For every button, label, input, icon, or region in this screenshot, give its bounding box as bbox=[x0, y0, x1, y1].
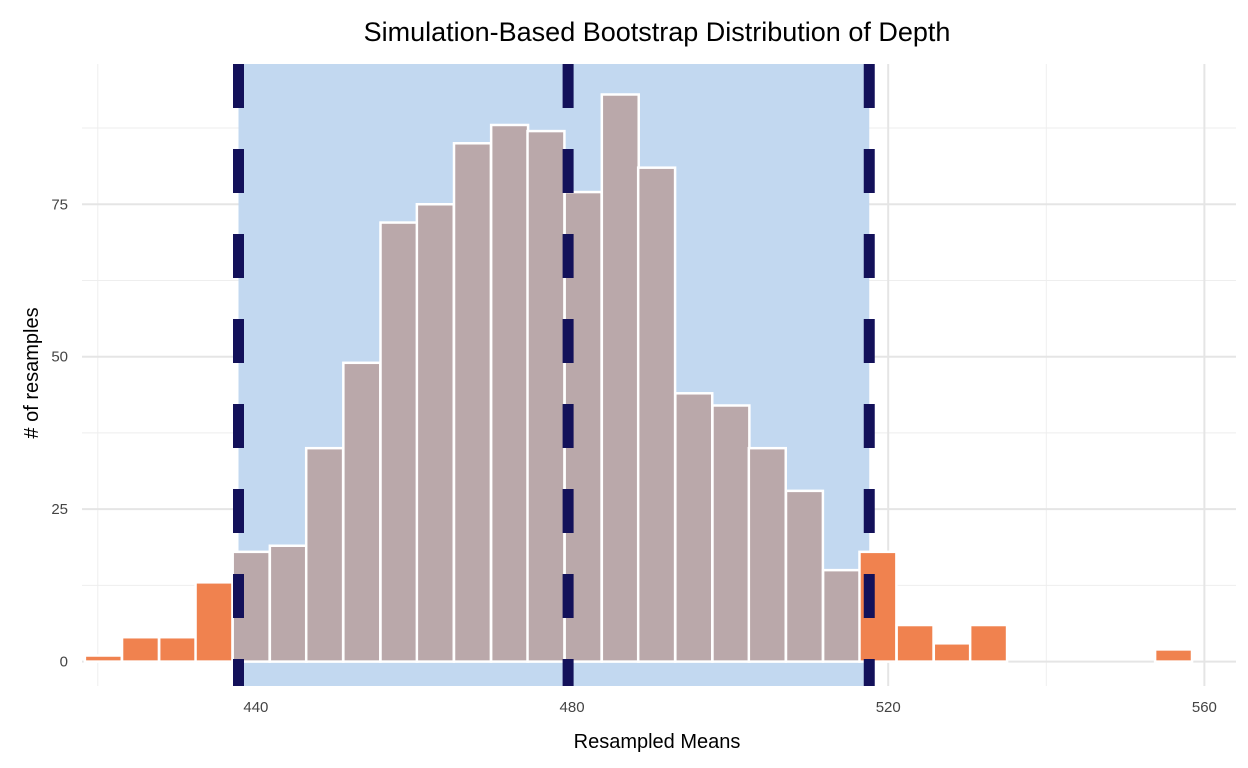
histogram-bar bbox=[452, 142, 493, 663]
histogram-bar bbox=[489, 123, 530, 663]
vline-layer bbox=[233, 64, 875, 686]
histogram-bar bbox=[415, 203, 456, 663]
histogram-bar bbox=[747, 446, 787, 663]
histogram-bar bbox=[968, 623, 1009, 663]
histogram-bar bbox=[600, 93, 640, 663]
histogram-bar bbox=[636, 166, 677, 663]
x-tick-label: 520 bbox=[876, 699, 901, 716]
histogram-bar bbox=[1153, 648, 1194, 663]
histogram-bar bbox=[858, 550, 898, 663]
histogram-bar bbox=[379, 221, 419, 663]
y-tick-label: 75 bbox=[51, 196, 68, 213]
histogram-bar bbox=[120, 635, 161, 663]
y-axis-title: # of resamples bbox=[21, 307, 43, 438]
histogram-bar bbox=[304, 446, 345, 663]
histogram-bar bbox=[268, 544, 309, 663]
histogram-bar bbox=[342, 361, 382, 663]
histogram-bar bbox=[157, 635, 198, 663]
histogram-bar bbox=[711, 404, 751, 663]
histogram-bar bbox=[895, 623, 935, 663]
histogram-bar bbox=[83, 654, 124, 663]
y-tick-label: 25 bbox=[51, 501, 68, 518]
histogram-bar bbox=[932, 642, 972, 663]
x-tick-label: 560 bbox=[1192, 699, 1217, 716]
histogram-bar bbox=[194, 581, 234, 663]
histogram-bar bbox=[821, 568, 862, 663]
chart-title: Simulation-Based Bootstrap Distribution … bbox=[364, 17, 951, 47]
x-tick-label: 440 bbox=[243, 699, 268, 716]
histogram-bar bbox=[674, 392, 714, 663]
histogram-bar bbox=[526, 129, 566, 663]
x-axis-title: Resampled Means bbox=[574, 731, 741, 753]
bar-layer bbox=[83, 93, 1194, 663]
tick-label-layer: 440 480 520 560 0 25 50 75 bbox=[51, 196, 1217, 716]
y-tick-label: 0 bbox=[60, 654, 68, 671]
y-tick-label: 50 bbox=[51, 349, 68, 366]
histogram-bar bbox=[784, 489, 825, 663]
x-tick-label: 480 bbox=[560, 699, 585, 716]
